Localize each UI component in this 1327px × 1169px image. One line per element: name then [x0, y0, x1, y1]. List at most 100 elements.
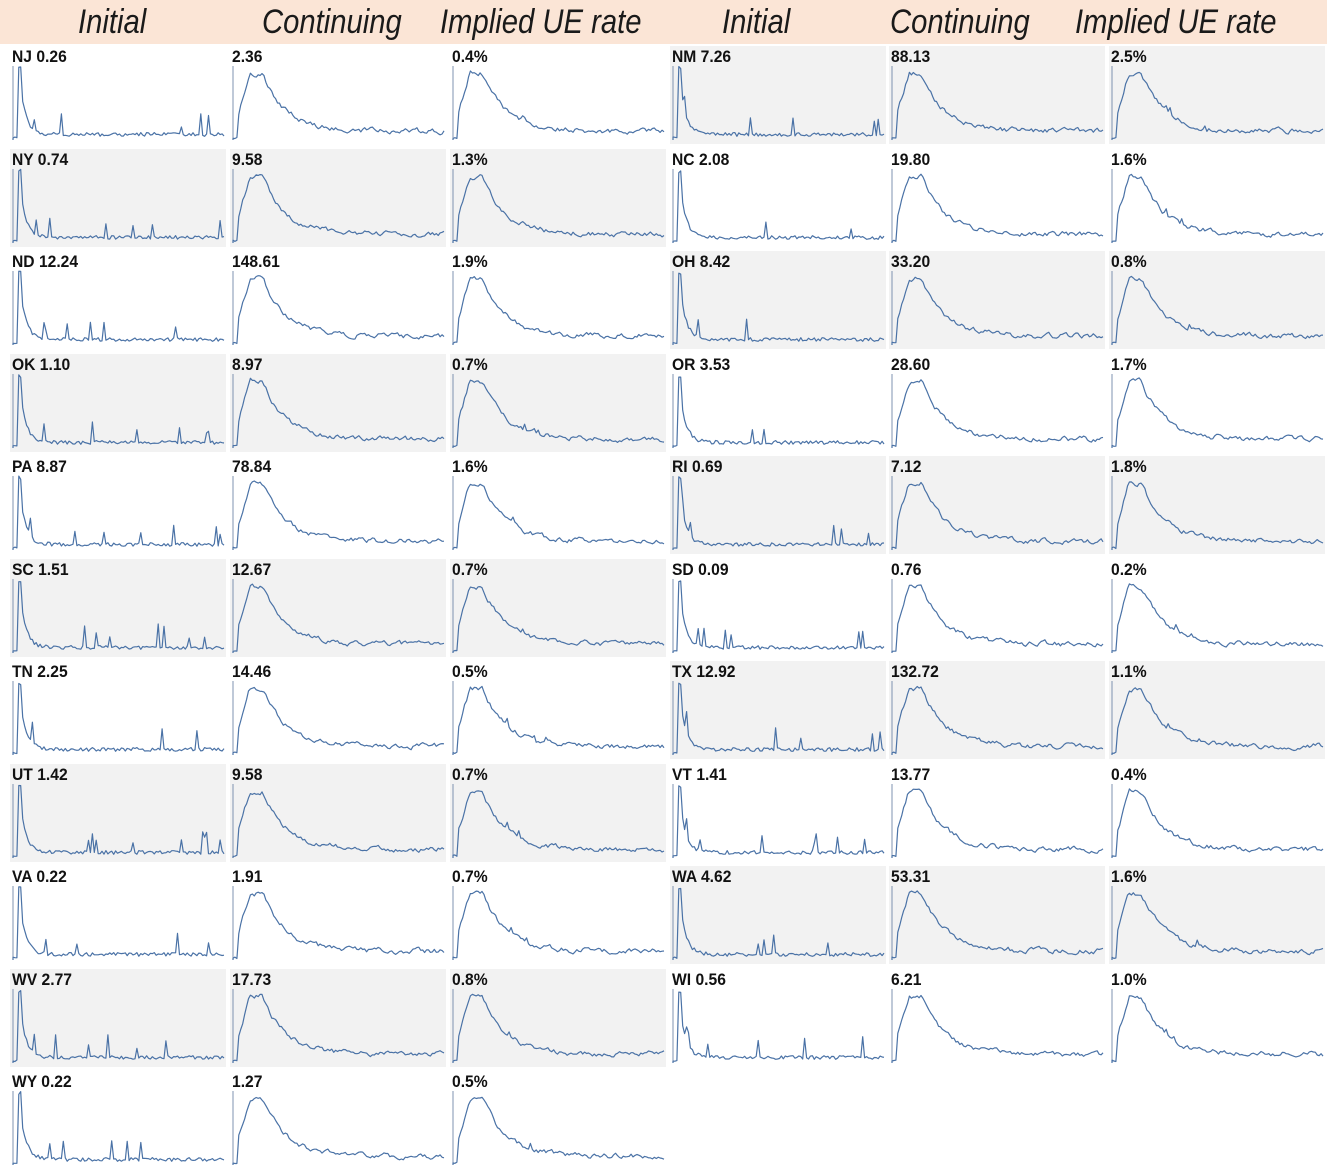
sparkline-series-line	[452, 70, 665, 140]
cell-value-label: 6.21	[891, 969, 922, 989]
sparkline-oh-continuing	[891, 271, 1104, 345]
sparkline-wy-implied-ue-rate	[452, 1091, 665, 1165]
initial-value-label: 2.08	[694, 149, 730, 169]
sparkline-ny-implied-ue-rate	[452, 168, 665, 243]
sparkline-series-line	[232, 1096, 445, 1165]
sparkline-series-line	[672, 579, 885, 653]
sparkline-tx-initial	[672, 681, 885, 755]
state-code-label: SD	[672, 559, 694, 579]
sparkline-series-line	[891, 71, 1104, 140]
sparkline-cell-va-implied-ue-rate: 0.7%	[450, 866, 666, 964]
initial-value-label: 0.26	[31, 47, 67, 66]
sparkline-series-line	[891, 583, 1104, 653]
cell-value-label: 1.3%	[452, 149, 488, 169]
cell-value-label: 78.84	[232, 457, 272, 476]
sparkline-series-line	[452, 685, 665, 755]
sparkline-cell-or-initial: OR 3.53	[670, 354, 886, 452]
cell-value-label: 17.73	[232, 969, 272, 989]
cell-value-label: PA 8.87	[12, 457, 67, 477]
sparkline-cell-va-continuing: 1.91	[230, 866, 446, 964]
cell-value-label: 1.91	[232, 867, 263, 886]
sparkline-series-line	[452, 890, 665, 960]
cell-value-label: SC 1.51	[12, 560, 69, 580]
sparkline-series-line	[891, 685, 1104, 755]
cell-value-label: UT 1.42	[12, 765, 68, 785]
cell-value-label: WY 0.22	[12, 1072, 72, 1092]
sparkline-cell-nc-continuing: 19.80	[889, 149, 1105, 247]
sparkline-cell-pa-initial: PA 8.87	[10, 456, 226, 554]
cell-value-label: RI 0.69	[672, 457, 722, 477]
cell-value-label: 9.58	[232, 764, 263, 784]
cell-value-label: 28.60	[891, 354, 931, 374]
sparkline-pa-initial	[12, 475, 225, 550]
sparkline-cell-ny-initial: NY 0.74	[10, 148, 226, 247]
state-code-label: OR	[672, 354, 696, 374]
sparkline-pa-implied-ue-rate	[452, 476, 665, 550]
sparkline-cell-nc-implied-ue-rate: 1.6%	[1109, 149, 1325, 247]
sparkline-or-initial	[672, 373, 885, 448]
sparkline-series-line	[672, 887, 885, 960]
sparkline-cell-wy-implied-ue-rate: 0.5%	[450, 1071, 666, 1169]
sparkline-nd-continuing	[232, 271, 445, 345]
sparkline-sc-implied-ue-rate	[452, 578, 665, 653]
sparkline-ok-continuing	[232, 373, 445, 448]
initial-value-label: 1.10	[35, 354, 71, 374]
sparkline-series-line	[12, 270, 225, 345]
state-code-label: OH	[672, 252, 696, 271]
sparkline-ut-implied-ue-rate	[452, 783, 665, 858]
sparkline-series-line	[232, 790, 445, 858]
sparkline-cell-sd-initial: SD 0.09	[670, 559, 886, 657]
sparkline-cell-sd-implied-ue-rate: 0.2%	[1109, 559, 1325, 657]
state-code-label: OK	[12, 354, 36, 374]
sparkline-pa-continuing	[232, 476, 445, 550]
sparkline-series-line	[12, 373, 225, 448]
sparkline-va-continuing	[232, 886, 445, 960]
state-code-label: NC	[672, 149, 695, 169]
sparkline-cell-nj-implied-ue-rate: 0.4%	[450, 46, 666, 144]
cell-value-label: 7.12	[891, 457, 922, 476]
sparkline-vt-initial	[672, 783, 885, 858]
header-initial-right: Initial	[722, 3, 791, 41]
initial-value-label: 2.77	[37, 969, 72, 989]
sparkline-series-line	[891, 173, 1104, 243]
sparkline-cell-nd-continuing: 148.61	[230, 251, 446, 349]
sparkline-series-line	[672, 476, 885, 550]
sparkline-cell-wa-implied-ue-rate: 1.6%	[1109, 866, 1325, 964]
cell-value-label: VT 1.41	[672, 765, 727, 785]
sparkline-cell-nd-implied-ue-rate: 1.9%	[450, 251, 666, 349]
sparkline-ri-initial	[672, 476, 885, 550]
state-code-label: NM	[672, 47, 697, 66]
sparkline-series-line	[232, 480, 445, 550]
sparkline-cell-oh-initial: OH 8.42	[670, 251, 886, 349]
sparkline-cell-oh-implied-ue-rate: 0.8%	[1109, 251, 1325, 349]
sparkline-series-line	[1111, 173, 1324, 243]
sparkline-series-line	[672, 376, 885, 448]
sparkline-tn-continuing	[232, 681, 445, 755]
sparkline-cell-oh-continuing: 33.20	[889, 251, 1105, 349]
sparkline-cell-wi-initial: WI 0.56	[670, 969, 886, 1067]
sparkline-nj-initial	[12, 66, 225, 140]
initial-value-label: 0.22	[31, 867, 67, 886]
initial-value-label: 0.74	[33, 149, 69, 169]
sparkline-series-line	[232, 275, 445, 345]
sparkline-nd-implied-ue-rate	[452, 271, 665, 345]
state-code-label: SC	[12, 559, 34, 579]
state-code-label: WV	[12, 969, 38, 989]
initial-value-label: 0.22	[36, 1072, 72, 1091]
cell-value-label: SD 0.09	[672, 560, 729, 580]
sparkline-nc-continuing	[891, 168, 1104, 243]
cell-value-label: 0.4%	[452, 47, 488, 66]
state-code-label: WI	[672, 969, 692, 989]
sparkline-cell-nm-initial: NM 7.26	[670, 46, 886, 144]
sparkline-tn-implied-ue-rate	[452, 681, 665, 755]
sparkline-cell-or-implied-ue-rate: 1.7%	[1109, 354, 1325, 452]
state-code-label: UT	[12, 764, 33, 784]
sparkline-cell-ok-continuing: 8.97	[230, 353, 446, 452]
sparkline-cell-wv-initial: WV 2.77	[10, 968, 226, 1067]
sparkline-cell-ok-implied-ue-rate: 0.7%	[450, 353, 666, 452]
sparkline-series-line	[891, 378, 1104, 448]
cell-value-label: TN 2.25	[12, 662, 68, 682]
sparkline-cell-wy-continuing: 1.27	[230, 1071, 446, 1169]
sparkline-series-line	[891, 788, 1104, 858]
sparkline-nj-implied-ue-rate	[452, 66, 665, 140]
